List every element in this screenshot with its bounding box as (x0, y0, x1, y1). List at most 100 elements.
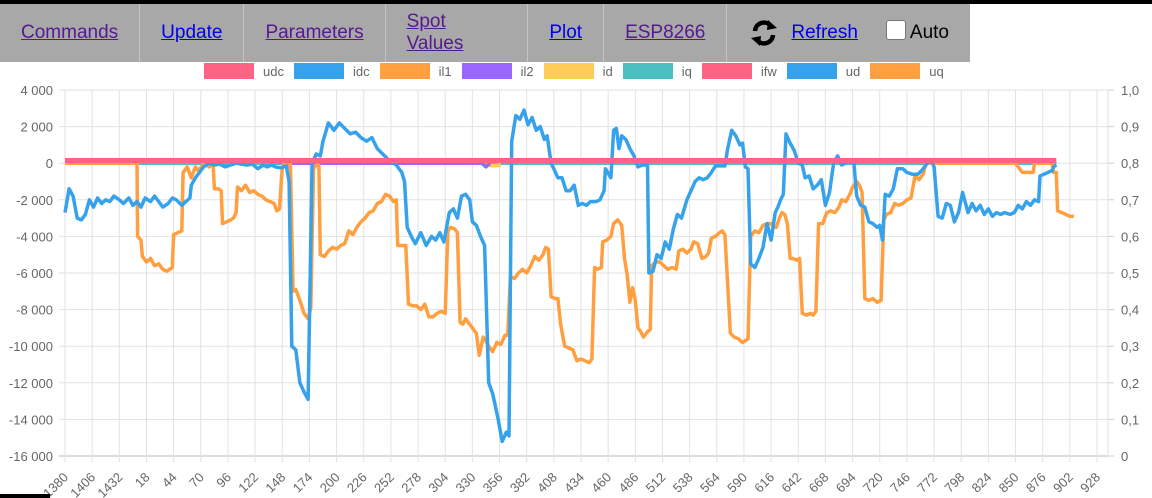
x-tick-label: 96 (213, 470, 234, 491)
x-tick-label: 824 (969, 470, 995, 496)
legend-label: id (602, 63, 613, 79)
y-right-tick-label: 0 (1121, 449, 1128, 464)
x-tick-label: 668 (806, 470, 832, 496)
nav-link-esp8266[interactable]: ESP8266 (625, 22, 706, 43)
legend-label: idc (352, 63, 370, 79)
x-tick-label: 642 (778, 470, 804, 496)
legend-swatch (461, 63, 512, 79)
x-tick-label: 330 (453, 470, 479, 496)
x-tick-label: 356 (480, 470, 506, 496)
corner-bar (0, 494, 50, 498)
nav-link-update[interactable]: Update (161, 22, 223, 43)
nav-bar: Commands Update Parameters Spot Values P… (0, 4, 970, 62)
y-right-tick-label: 0,4 (1121, 303, 1139, 318)
nav-item-update: Update (140, 4, 245, 62)
y-right-tick-label: 0,5 (1121, 266, 1139, 281)
top-border (0, 0, 1152, 4)
x-tick-label: 538 (670, 470, 696, 496)
y-right-tick-label: 0,9 (1121, 120, 1139, 135)
legend-swatch (293, 63, 344, 79)
legend-item-ifw[interactable]: ifw (701, 63, 777, 79)
nav-item-spot-values: Spot Values (386, 4, 529, 62)
legend-label: ifw (760, 63, 777, 79)
nav-link-commands[interactable]: Commands (21, 22, 119, 43)
y-right-tick-label: 1,0 (1121, 83, 1139, 98)
y-right-tick-label: 0,7 (1121, 193, 1139, 208)
x-tick-label: 928 (1077, 470, 1103, 496)
y-left-tick-label: -16 000 (9, 449, 53, 464)
legend-swatch (786, 63, 837, 79)
x-tick-label: 564 (697, 470, 723, 496)
y-left-tick-label: -8 000 (16, 303, 53, 318)
x-tick-label: 200 (317, 470, 343, 496)
x-tick-label: 226 (344, 470, 370, 496)
legend-item-idc[interactable]: idc (293, 63, 370, 79)
legend-label: iq (681, 63, 692, 79)
legend-item-ud[interactable]: ud (786, 63, 861, 79)
nav-item-esp8266: ESP8266 (604, 4, 728, 62)
nav-link-plot[interactable]: Plot (549, 22, 583, 43)
x-tick-label: 44 (159, 470, 180, 491)
y-right-tick-label: 0,6 (1121, 229, 1139, 244)
auto-toggle[interactable]: Auto (885, 20, 949, 44)
auto-checkbox[interactable] (885, 20, 906, 40)
x-tick-label: 460 (588, 470, 614, 496)
x-tick-label: 590 (724, 470, 750, 496)
x-tick-label: 70 (186, 470, 207, 491)
auto-label: Auto (909, 22, 949, 43)
plot-chart: 4 000 2 000 0 -2 000 -4 000 -6 000 -8 000 -10 0… (9, 83, 1139, 498)
legend-label: ud (845, 63, 861, 79)
x-tick-label: 382 (507, 470, 533, 496)
x-tick-label: 694 (833, 470, 859, 496)
y-left-tick-label: -2 000 (16, 193, 53, 208)
y-left-tick-label: -10 000 (9, 339, 53, 354)
x-tick-label: 616 (751, 470, 777, 496)
x-tick-label: 1432 (94, 470, 125, 498)
nav-item-plot: Plot (528, 4, 605, 62)
legend-item-uq[interactable]: uq (870, 63, 944, 79)
x-tick-label: 512 (643, 470, 669, 496)
x-tick-label: 174 (290, 470, 316, 496)
y-left-tick-label: -4 000 (16, 229, 53, 244)
y-right-tick-label: 0,3 (1121, 339, 1139, 354)
y-left-tick-label: -6 000 (16, 266, 53, 281)
x-tick-label: 902 (1050, 470, 1076, 496)
y-left-tick-label: 0 (46, 156, 53, 171)
refresh-icon[interactable] (747, 16, 781, 50)
x-tick-label: 850 (996, 470, 1022, 496)
x-tick-label: 486 (615, 470, 641, 496)
legend-item-il1[interactable]: il1 (379, 63, 452, 79)
nav-link-parameters[interactable]: Parameters (265, 22, 364, 43)
x-tick-label: 772 (914, 470, 940, 496)
x-tick-label: 252 (371, 470, 397, 496)
y-right-tick-label: 0,2 (1121, 376, 1139, 391)
y-right-tick-label: 0,1 (1121, 412, 1139, 427)
x-tick-label: 278 (398, 470, 424, 496)
x-tick-label: 18 (132, 470, 153, 491)
legend-label: il2 (520, 63, 534, 79)
x-tick-label: 720 (860, 470, 886, 496)
legend-item-id[interactable]: id (543, 63, 613, 79)
series-line-il1 (65, 161, 1074, 365)
legend-item-udc[interactable]: udc (204, 63, 284, 79)
y-left-tick-label: -14 000 (9, 412, 53, 427)
y-left-tick-label: 2 000 (20, 120, 53, 135)
x-tick-label: 122 (235, 470, 261, 496)
legend-item-iq[interactable]: iq (622, 63, 692, 79)
nav-item-commands: Commands (0, 4, 141, 62)
x-tick-label: 1406 (67, 470, 98, 498)
x-tick-label: 408 (534, 470, 560, 496)
x-tick-label: 746 (887, 470, 913, 496)
refresh-link[interactable]: Refresh (791, 22, 858, 43)
x-tick-label: 434 (561, 470, 587, 496)
legend-label: il1 (438, 63, 452, 79)
legend-swatch (379, 63, 430, 79)
legend-swatch (622, 63, 673, 79)
y-left-tick-label: -12 000 (9, 376, 53, 391)
legend-swatch (701, 63, 752, 79)
legend-swatch (204, 63, 254, 79)
nav-link-spot-values[interactable]: Spot Values (406, 11, 464, 54)
legend-item-il2[interactable]: il2 (461, 63, 534, 79)
y-right-tick-label: 0,8 (1121, 156, 1139, 171)
legend-swatch (870, 63, 921, 79)
